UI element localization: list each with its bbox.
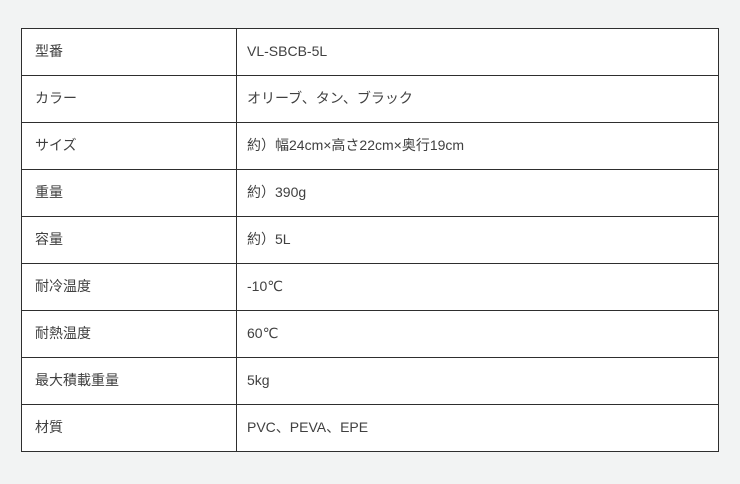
spec-value-cell: 60℃ bbox=[236, 310, 719, 358]
spec-label-cell: 重量 bbox=[21, 169, 237, 217]
table-row: カラー オリーブ、タン、ブラック bbox=[21, 75, 719, 123]
spec-value-cell: PVC、PEVA、EPE bbox=[236, 404, 719, 452]
table-row: 重量 約）390g bbox=[21, 169, 719, 217]
spec-value-cell: 約）幅24cm×高さ22cm×奥行19cm bbox=[236, 122, 719, 170]
spec-value-cell: 5kg bbox=[236, 357, 719, 405]
table-row: 耐冷温度 -10℃ bbox=[21, 263, 719, 311]
spec-value-cell: 約）5L bbox=[236, 216, 719, 264]
product-spec-table: 型番 VL-SBCB-5L カラー オリーブ、タン、ブラック サイズ 約）幅24… bbox=[21, 28, 719, 452]
spec-label-cell: 型番 bbox=[21, 28, 237, 76]
table-row: 材質 PVC、PEVA、EPE bbox=[21, 404, 719, 452]
spec-label-cell: 容量 bbox=[21, 216, 237, 264]
spec-label-cell: 耐冷温度 bbox=[21, 263, 237, 311]
table-row: 容量 約）5L bbox=[21, 216, 719, 264]
table-row: 耐熱温度 60℃ bbox=[21, 310, 719, 358]
spec-label-cell: サイズ bbox=[21, 122, 237, 170]
spec-value-cell: オリーブ、タン、ブラック bbox=[236, 75, 719, 123]
spec-label-cell: 耐熱温度 bbox=[21, 310, 237, 358]
spec-value-cell: -10℃ bbox=[236, 263, 719, 311]
table-row: サイズ 約）幅24cm×高さ22cm×奥行19cm bbox=[21, 122, 719, 170]
spec-label-cell: 最大積載重量 bbox=[21, 357, 237, 405]
spec-value-cell: 約）390g bbox=[236, 169, 719, 217]
table-row: 型番 VL-SBCB-5L bbox=[21, 28, 719, 76]
spec-value-cell: VL-SBCB-5L bbox=[236, 28, 719, 76]
spec-table-body: 型番 VL-SBCB-5L カラー オリーブ、タン、ブラック サイズ 約）幅24… bbox=[21, 28, 719, 452]
table-row: 最大積載重量 5kg bbox=[21, 357, 719, 405]
spec-label-cell: 材質 bbox=[21, 404, 237, 452]
spec-label-cell: カラー bbox=[21, 75, 237, 123]
